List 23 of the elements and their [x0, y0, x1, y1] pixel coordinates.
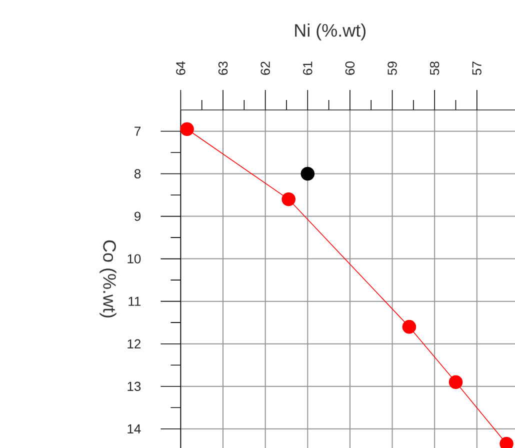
x-tick-label: 58	[430, 62, 440, 75]
y-tick-label: 8	[134, 169, 141, 178]
y-tick-label: 9	[134, 212, 141, 221]
point	[300, 166, 315, 181]
x-tick-label: 61	[303, 62, 312, 75]
point	[402, 320, 416, 334]
x-tick-label: 62	[260, 62, 270, 75]
x-tick-label: 57	[472, 62, 482, 75]
x-tick-label: 63	[218, 62, 228, 75]
x-axis-title: Ni (%.wt)	[295, 24, 366, 40]
x-tick-label: 60	[345, 62, 355, 75]
y-axis-title: Co (%.wt)	[100, 240, 116, 318]
point	[180, 122, 194, 136]
y-tick-label: 11	[128, 296, 141, 306]
x-tick-label: 64	[176, 61, 186, 75]
y-tick-label: 13	[128, 382, 141, 391]
y-tick-label: 10	[128, 254, 141, 264]
point	[282, 192, 296, 206]
y-tick-label: 7	[134, 126, 141, 136]
x-tick-label: 59	[388, 62, 397, 75]
point	[448, 375, 463, 390]
y-tick-label: 12	[128, 339, 140, 348]
y-tick-label: 14	[128, 424, 141, 434]
